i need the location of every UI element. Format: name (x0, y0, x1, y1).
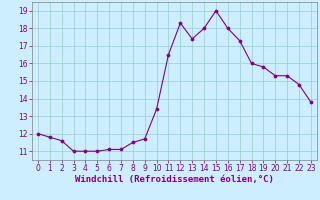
X-axis label: Windchill (Refroidissement éolien,°C): Windchill (Refroidissement éolien,°C) (75, 175, 274, 184)
